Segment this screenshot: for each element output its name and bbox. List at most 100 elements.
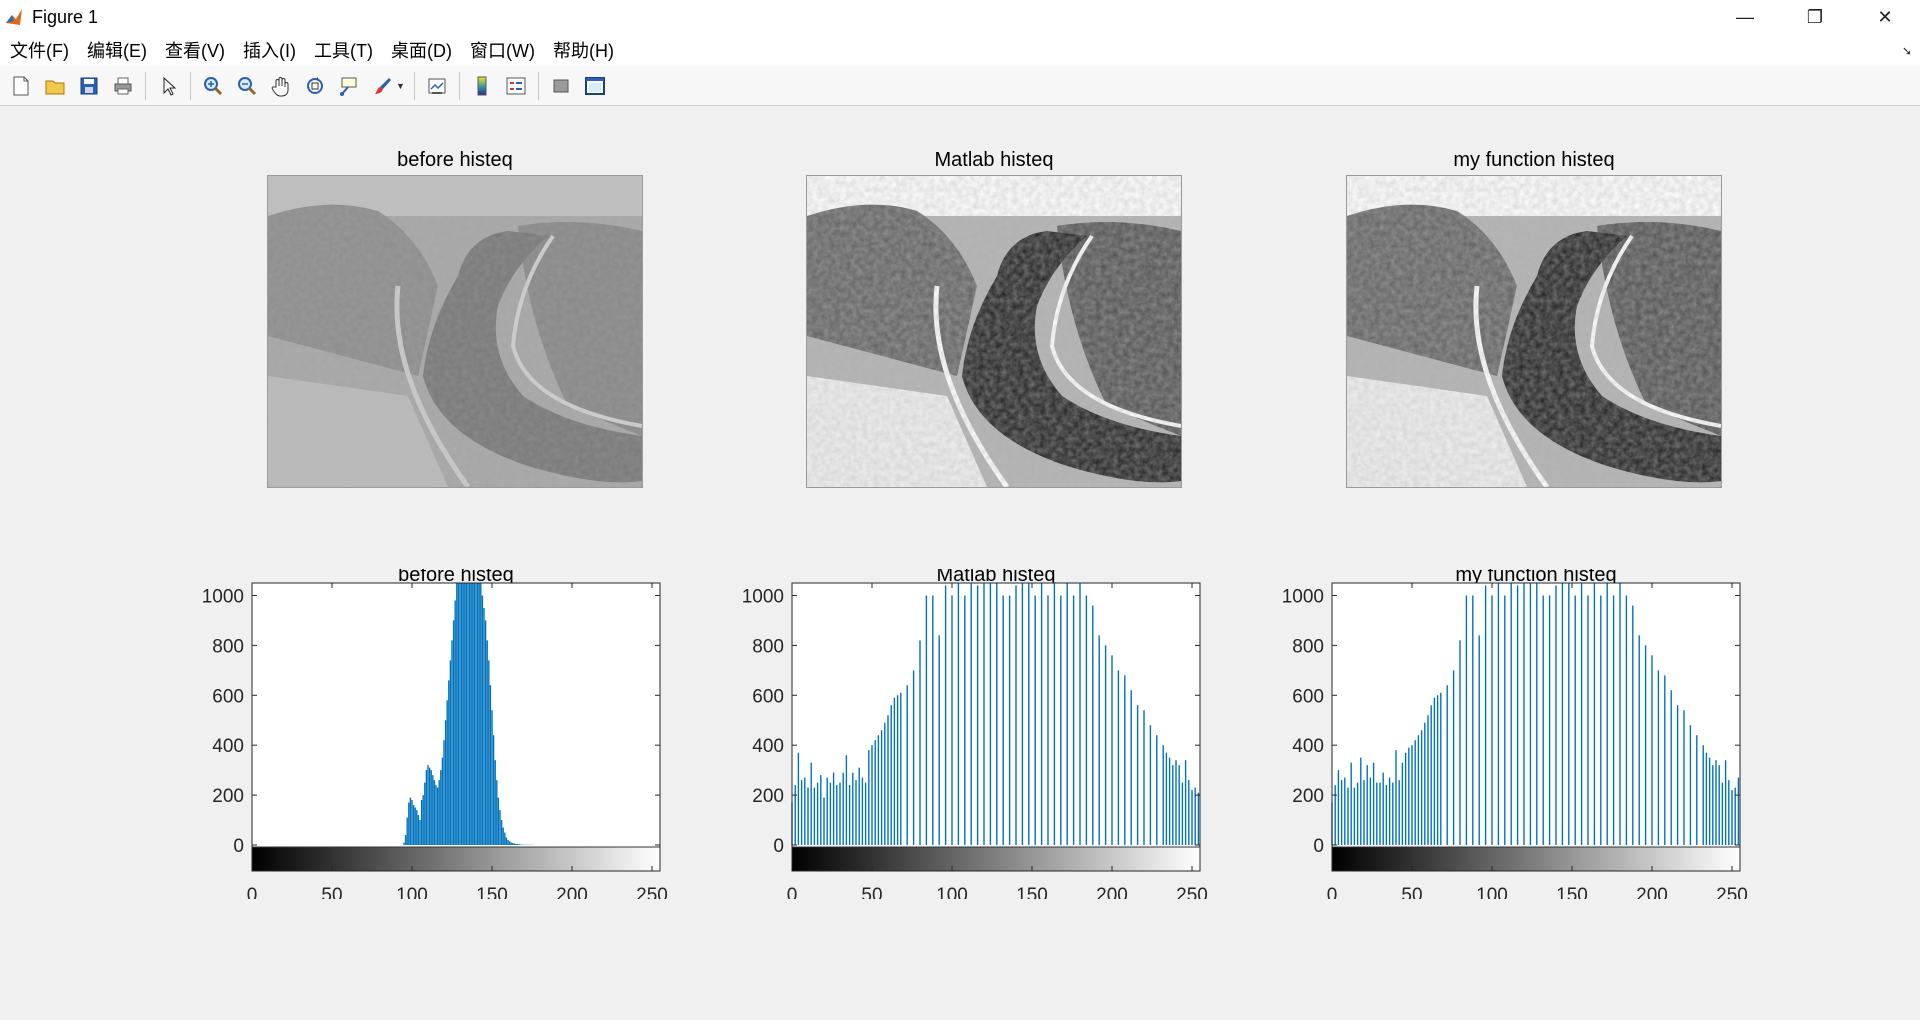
x-tick-label: 200 <box>1636 885 1668 899</box>
plot-area <box>792 583 1200 871</box>
plot-area <box>1332 583 1740 871</box>
matlab-logo-icon <box>6 9 22 25</box>
link-plot-icon[interactable] <box>423 72 451 100</box>
menu-bar: 文件(F) 编辑(E) 查看(V) 插入(I) 工具(T) 桌面(D) 窗口(W… <box>0 34 1920 67</box>
x-tick-label: 0 <box>247 885 258 899</box>
y-tick-label: 600 <box>1292 686 1324 707</box>
image-myfunction-histeq <box>1346 175 1722 488</box>
histogram-title: Matlab histeq <box>937 569 1056 586</box>
plot-area <box>252 583 660 871</box>
x-tick-label: 250 <box>636 885 668 899</box>
y-tick-label: 400 <box>1292 736 1324 757</box>
dock-arrow-icon[interactable]: ➘ <box>1901 44 1912 58</box>
x-tick-label: 100 <box>936 885 968 899</box>
pan-icon[interactable] <box>267 72 295 100</box>
x-tick-label: 0 <box>787 885 798 899</box>
histogram-matlab-histeq: Matlab histeq 0 200 400 600 800 1000 0 50 100 150 2… <box>742 569 1208 899</box>
y-tick-label: 200 <box>212 786 244 807</box>
gray-colorbar <box>1332 847 1740 871</box>
close-button[interactable]: ✕ <box>1877 6 1893 27</box>
y-tick-label: 1000 <box>1282 586 1324 607</box>
x-tick-label: 150 <box>476 885 508 899</box>
toolbar-separator <box>190 71 191 100</box>
axes-box <box>1331 582 1741 872</box>
x-tick-label: 50 <box>861 885 882 899</box>
menu-insert[interactable]: 插入(I) <box>242 41 296 61</box>
open-icon[interactable] <box>41 72 69 100</box>
y-tick-label: 1000 <box>742 586 784 607</box>
title-bar: Figure 1 — ❐ ✕ <box>0 0 1920 34</box>
histogram-myfunction-histeq: my function histeq 0 200 400 600 800 1000 0 50 10… <box>1282 569 1748 899</box>
y-tick-label: 600 <box>752 686 784 707</box>
minimize-button[interactable]: — <box>1736 6 1754 27</box>
photo-texture <box>807 176 1181 487</box>
x-tick-label: 250 <box>1716 885 1748 899</box>
x-tick-label: 150 <box>1556 885 1588 899</box>
toolbar-separator <box>413 71 415 100</box>
image-before-histeq <box>267 175 643 488</box>
x-tick-label: 150 <box>1016 885 1048 899</box>
y-tick-label: 200 <box>752 786 784 807</box>
y-tick-label: 0 <box>233 836 244 857</box>
colorbar-icon[interactable] <box>468 72 496 100</box>
y-tick-label: 0 <box>773 836 784 857</box>
print-icon[interactable] <box>109 72 137 100</box>
data-cursor-icon[interactable] <box>335 72 363 100</box>
histogram-before-histeq: before histeq 0 200 400 600 800 1000 0 50 100 150 2… <box>202 569 668 899</box>
histogram-title: before histeq <box>398 569 514 586</box>
menu-file[interactable]: 文件(F) <box>10 41 69 61</box>
x-tick-label: 50 <box>321 885 342 899</box>
gray-colorbar <box>792 847 1200 871</box>
brush-icon[interactable] <box>369 72 397 100</box>
y-tick-label: 800 <box>212 636 244 657</box>
image-title-matlab: Matlab histeq <box>934 149 1054 171</box>
pointer-icon[interactable] <box>154 72 182 100</box>
menu-tools[interactable]: 工具(T) <box>313 41 373 61</box>
y-tick-label: 200 <box>1292 786 1324 807</box>
toolbar-separator <box>458 71 460 100</box>
menu-desktop[interactable]: 桌面(D) <box>390 41 452 61</box>
x-tick-label: 250 <box>1176 885 1208 899</box>
menu-window[interactable]: 窗口(W) <box>469 41 535 61</box>
y-tick-label: 0 <box>1313 836 1324 857</box>
save-icon[interactable] <box>75 72 103 100</box>
toolbar-separator <box>537 71 539 100</box>
photo-texture <box>268 176 642 487</box>
rotate-3d-icon[interactable] <box>301 72 329 100</box>
figure-toolbar: ▼ <box>0 66 1920 106</box>
x-tick-label: 200 <box>556 885 588 899</box>
figure-canvas: before histeq Matlab histeq my function … <box>0 107 1920 1020</box>
new-figure-icon[interactable] <box>7 72 35 100</box>
y-tick-label: 400 <box>752 736 784 757</box>
x-tick-label: 200 <box>1096 885 1128 899</box>
y-tick-label: 600 <box>212 686 244 707</box>
x-tick-label: 100 <box>1476 885 1508 899</box>
image-matlab-histeq <box>806 175 1182 488</box>
y-tick-label: 800 <box>752 636 784 657</box>
window-title: Figure 1 <box>32 6 99 27</box>
image-title-myfunction: my function histeq <box>1453 149 1615 171</box>
x-tick-label: 0 <box>1327 885 1338 899</box>
show-plot-tools-icon[interactable] <box>581 72 609 100</box>
zoom-out-icon[interactable] <box>233 72 261 100</box>
window-controls: — ❐ ✕ <box>1710 0 1920 34</box>
zoom-in-icon[interactable] <box>199 72 227 100</box>
y-tick-label: 800 <box>1292 636 1324 657</box>
legend-icon[interactable] <box>502 72 530 100</box>
x-tick-label: 50 <box>1401 885 1422 899</box>
photo-texture <box>1347 176 1721 487</box>
brush-dropdown-icon[interactable]: ▼ <box>396 80 405 91</box>
hide-plot-tools-icon[interactable] <box>547 72 575 100</box>
x-tick-label: 100 <box>396 885 428 899</box>
toolbar-separator <box>145 71 146 100</box>
restore-button[interactable]: ❐ <box>1806 6 1824 27</box>
axes-box <box>251 582 661 872</box>
histogram-title: my function histeq <box>1455 569 1616 586</box>
gray-colorbar <box>252 847 660 871</box>
menu-help[interactable]: 帮助(H) <box>552 41 614 61</box>
image-title-before: before histeq <box>397 149 513 171</box>
y-tick-label: 400 <box>212 736 244 757</box>
menu-edit[interactable]: 编辑(E) <box>86 41 147 61</box>
menu-view[interactable]: 查看(V) <box>164 41 225 61</box>
axes-box <box>791 582 1201 872</box>
